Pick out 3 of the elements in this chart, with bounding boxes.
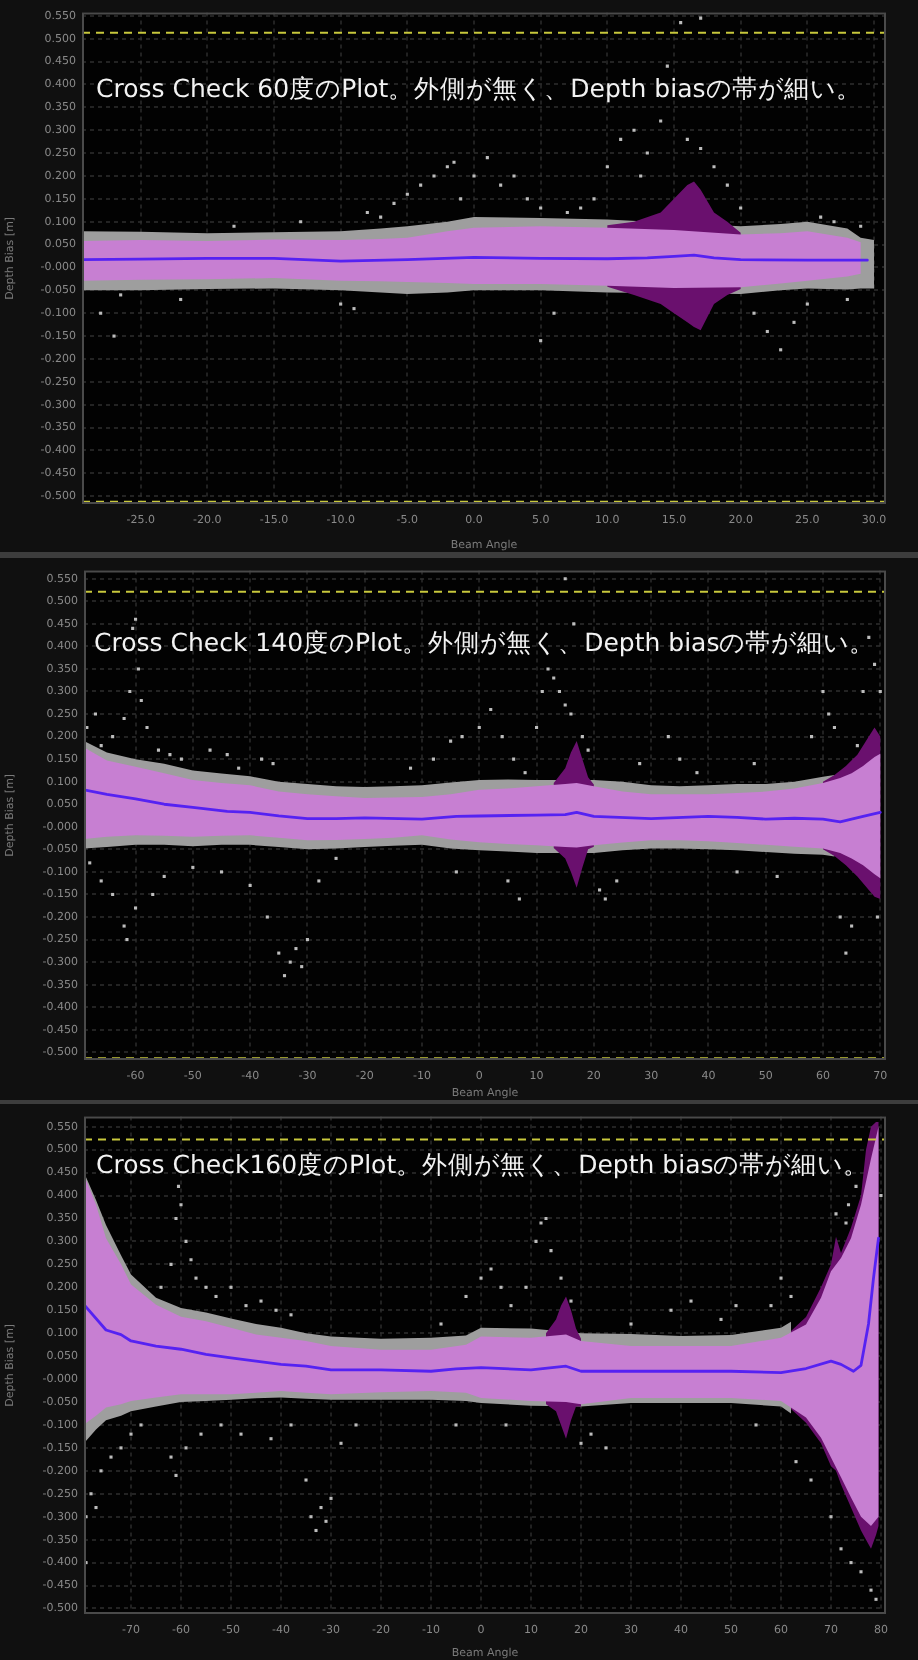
annotation: Cross Check 140度のPlot。外側が無く、Depth biasの帯が細い。	[94, 626, 876, 657]
annotation: Cross Check160度のPlot。外側が無く、Depth biasの帯が細い。	[96, 1148, 870, 1179]
annotation: Cross Check 60度のPlot。外側が無く、Depth biasの帯が細い。	[96, 72, 862, 103]
